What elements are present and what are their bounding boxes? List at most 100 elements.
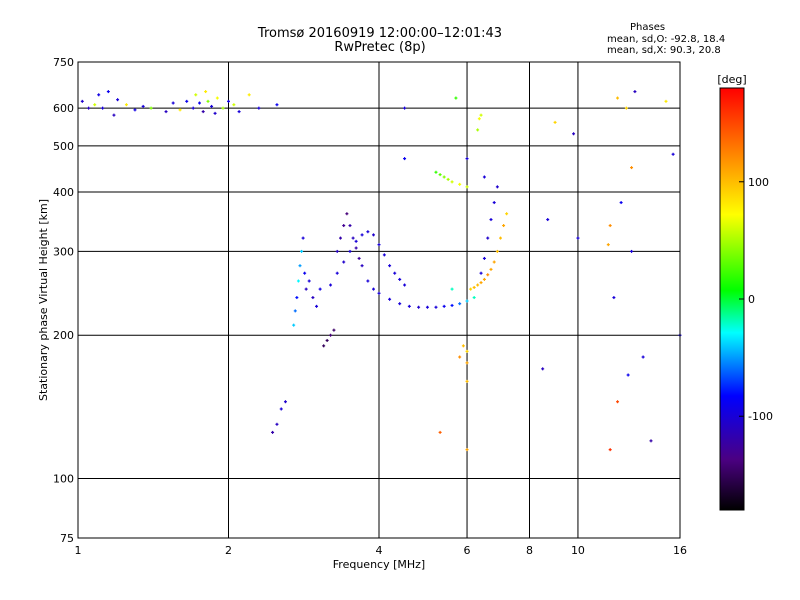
y-tick-label: 600: [53, 102, 74, 115]
data-point: [492, 260, 496, 264]
data-point: [576, 236, 580, 240]
data-point: [318, 287, 322, 291]
data-point: [541, 367, 545, 371]
data-point: [283, 400, 287, 404]
data-point: [106, 90, 110, 94]
data-point: [465, 349, 469, 353]
data-point: [360, 233, 364, 237]
colorbar-label: [deg]: [717, 73, 746, 86]
data-point: [300, 249, 304, 253]
data-point: [465, 448, 469, 452]
data-point: [403, 106, 407, 110]
data-point: [325, 338, 329, 342]
data-point: [303, 271, 307, 275]
data-point: [495, 185, 499, 189]
y-axis-label: Stationary phase Virtual Height [km]: [37, 199, 50, 401]
data-points: [80, 90, 682, 452]
data-point: [366, 279, 370, 283]
y-tick-label: 750: [53, 56, 74, 69]
data-point: [315, 304, 319, 308]
data-point: [101, 106, 105, 110]
x-axis-ticks: 1 2 4 6 8 10 16: [75, 544, 688, 557]
data-point: [482, 175, 486, 179]
data-point: [295, 296, 299, 300]
data-point: [458, 182, 462, 186]
data-point: [641, 355, 645, 359]
data-point: [626, 373, 630, 377]
data-point: [232, 103, 236, 107]
data-point: [307, 279, 311, 283]
data-point: [377, 243, 381, 247]
data-point: [133, 108, 137, 112]
data-point: [388, 264, 392, 268]
y-axis-ticks: 75 100 200 300 400 500 600 750: [53, 56, 74, 545]
data-point: [553, 120, 557, 124]
x-tick-label: 2: [225, 544, 232, 557]
data-point: [482, 256, 486, 260]
data-point: [329, 283, 333, 287]
data-point: [198, 101, 202, 105]
data-point: [489, 218, 493, 222]
data-point: [477, 117, 481, 121]
data-point: [382, 253, 386, 257]
data-point: [476, 283, 480, 287]
data-point: [434, 305, 438, 309]
data-point: [486, 273, 490, 277]
data-point: [164, 110, 168, 114]
data-point: [372, 233, 376, 237]
x-tick-label: 16: [673, 544, 687, 557]
data-point: [398, 277, 402, 281]
data-point: [624, 106, 628, 110]
data-point: [279, 407, 283, 411]
data-point: [112, 113, 116, 117]
data-point: [450, 287, 454, 291]
data-point: [489, 267, 493, 271]
data-point: [505, 212, 509, 216]
x-tick-label: 1: [75, 544, 82, 557]
data-point: [465, 157, 469, 161]
data-point: [434, 170, 438, 174]
data-point: [191, 106, 195, 110]
data-point: [322, 344, 326, 348]
data-point: [335, 249, 339, 253]
y-tick-label: 100: [53, 473, 74, 486]
data-point: [275, 422, 279, 426]
data-point: [348, 224, 352, 228]
data-point: [572, 132, 576, 136]
data-point: [472, 285, 476, 289]
data-point: [257, 106, 261, 110]
data-point: [633, 90, 637, 94]
data-point: [210, 104, 214, 108]
y-tick-label: 75: [60, 532, 74, 545]
data-point: [329, 333, 333, 337]
data-point: [97, 93, 101, 97]
phase-stats-x-mode: mean, sd,X: 90.3, 20.8: [607, 45, 721, 56]
data-point: [351, 236, 355, 240]
data-point: [465, 379, 469, 383]
data-point: [425, 305, 429, 309]
data-point: [275, 103, 279, 107]
data-point: [311, 296, 315, 300]
data-point: [206, 99, 210, 103]
x-tick-label: 10: [571, 544, 585, 557]
data-point: [407, 304, 411, 308]
data-point: [296, 279, 300, 283]
phase-stats-o-mode: mean, sd,O: -92.8, 18.4: [607, 34, 726, 45]
data-point: [499, 236, 503, 240]
y-tick-label: 300: [53, 245, 74, 258]
data-point: [141, 104, 145, 108]
data-point: [332, 328, 336, 332]
data-point: [454, 96, 458, 100]
plot-frame: [77, 61, 681, 539]
data-point: [366, 230, 370, 234]
data-point: [298, 264, 302, 268]
data-point: [213, 111, 217, 115]
colorbar-tick-label: 100: [748, 176, 769, 189]
data-point: [495, 249, 499, 253]
data-point: [292, 323, 296, 327]
data-point: [93, 103, 97, 107]
data-point: [342, 224, 346, 228]
data-point: [606, 243, 610, 247]
